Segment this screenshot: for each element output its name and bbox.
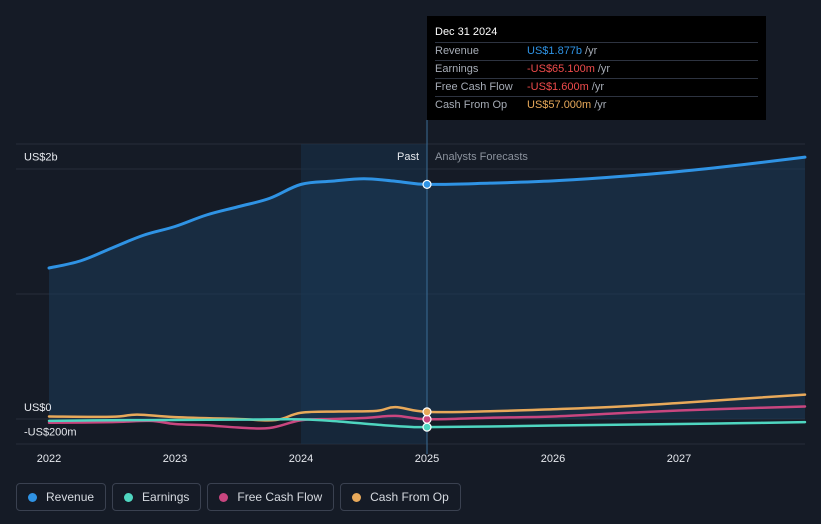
tooltip-row: Free Cash Flow -US$1.600m/yr (435, 78, 758, 96)
legend-label: Free Cash Flow (237, 490, 323, 504)
legend-dot-icon (352, 492, 362, 502)
tooltip-row-label: Revenue (435, 45, 480, 57)
legend-label: Earnings (142, 490, 190, 504)
legend: Revenue Earnings Free Cash Flow Cash From O… (16, 483, 461, 511)
past-label: Past (397, 151, 419, 163)
tooltip-row-value: US$57.000m (527, 99, 592, 111)
tooltip-row-value: US$1.877b (527, 45, 583, 57)
legend-label: Revenue (46, 490, 95, 504)
x-tick-label: 2026 (541, 453, 565, 465)
legend-item-free-cash-flow[interactable]: Free Cash Flow (207, 483, 335, 511)
marker-earnings (422, 422, 432, 432)
tooltip-row: Earnings -US$65.100m/yr (435, 60, 758, 78)
tooltip: Dec 31 2024 Revenue US$1.877b/yr Earnings -… (427, 16, 766, 120)
x-tick-label: 2022 (37, 453, 61, 465)
x-tick-label: 2027 (667, 453, 691, 465)
y-axis-label: US$0 (24, 402, 52, 414)
tooltip-row: Cash From Op US$57.000m/yr (435, 96, 758, 114)
series-lines (47, 155, 807, 430)
tooltip-date: Dec 31 2024 (435, 26, 498, 38)
series-line-free-cash-flow (47, 405, 807, 430)
series-line-revenue (47, 155, 807, 270)
y-axis-label: -US$200m (24, 427, 77, 439)
tooltip-row: Revenue US$1.877b/yr (435, 42, 758, 60)
tooltip-rows: Revenue US$1.877b/yr Earnings -US$65.100m/y… (435, 42, 758, 114)
marker-cash-from-op (422, 407, 432, 417)
tooltip-row-label: Earnings (435, 63, 479, 75)
legend-item-cash-from-op[interactable]: Cash From Op (340, 483, 461, 511)
legend-dot-icon (219, 492, 229, 502)
x-tick-label: 2025 (415, 453, 439, 465)
tooltip-row-unit: /yr (591, 81, 604, 93)
series-line-cash-from-op (47, 393, 807, 422)
axis-labels: US$2b US$0 -US$200m 2022 2023 2024 2025 2026 202… (24, 151, 691, 465)
x-tick-label: 2023 (163, 453, 187, 465)
tooltip-row-label: Free Cash Flow (435, 81, 513, 93)
legend-label: Cash From Op (370, 490, 449, 504)
tooltip-row-value: -US$1.600m (527, 81, 589, 93)
legend-item-revenue[interactable]: Revenue (16, 483, 107, 511)
legend-dot-icon (124, 492, 134, 502)
x-tick-label: 2024 (289, 453, 313, 465)
tooltip-row-unit: /yr (585, 45, 598, 57)
legend-item-earnings[interactable]: Earnings (112, 483, 202, 511)
tooltip-row-unit: /yr (594, 99, 607, 111)
present-markers (422, 179, 432, 432)
y-axis-label: US$2b (24, 152, 58, 164)
tooltip-row-value: -US$65.100m (527, 63, 595, 75)
forecast-label: Analysts Forecasts (435, 151, 528, 163)
tooltip-row-unit: /yr (597, 63, 611, 75)
legend-dot-icon (28, 492, 37, 502)
series-line-earnings (47, 418, 807, 429)
tooltip-row-label: Cash From Op (435, 99, 508, 111)
marker-revenue (422, 179, 432, 189)
